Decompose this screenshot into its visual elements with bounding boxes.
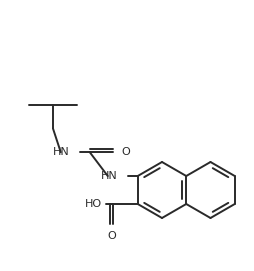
Text: HN: HN [53,147,70,157]
Text: HO: HO [85,199,102,209]
Text: O: O [107,231,116,241]
Text: HN: HN [101,171,118,181]
Text: O: O [122,147,131,157]
